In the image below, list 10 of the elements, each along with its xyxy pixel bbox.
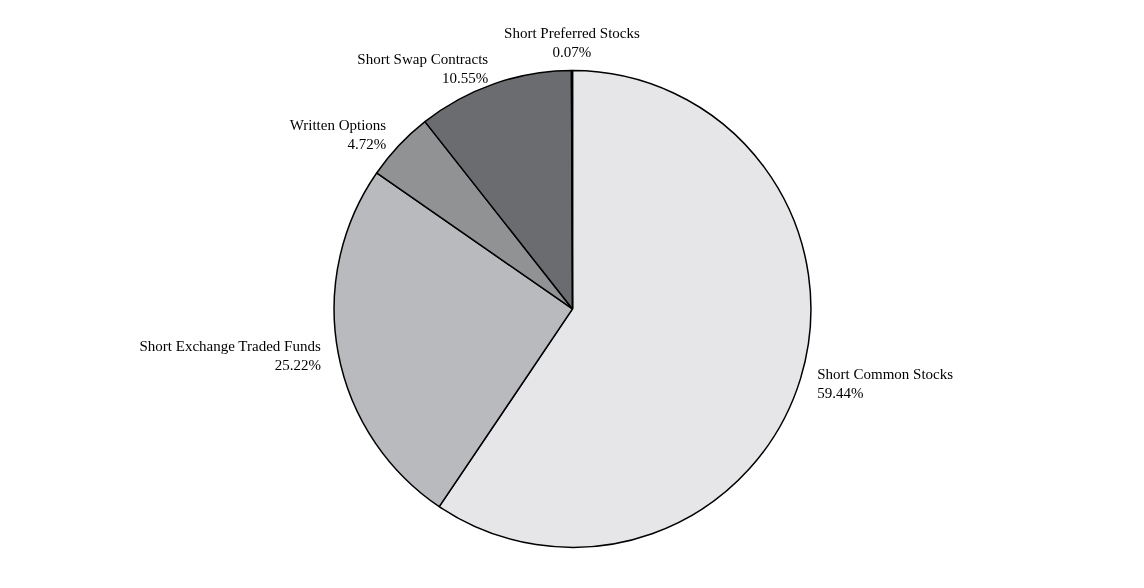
slice-label: Short Common Stocks [817,365,954,382]
slice-label: Short Preferred Stocks [504,25,641,42]
data-label: 59.44% [817,384,864,401]
slice-label: Written Options [289,117,387,134]
data-label: 10.55% [441,70,489,87]
slice-label: Short Exchange Traded Funds [139,338,321,355]
data-label: 0.07% [552,44,592,61]
data-label: 25.22% [274,357,322,374]
data-label: 4.72% [347,136,387,153]
slice-label: Short Swap Contracts [357,51,489,68]
